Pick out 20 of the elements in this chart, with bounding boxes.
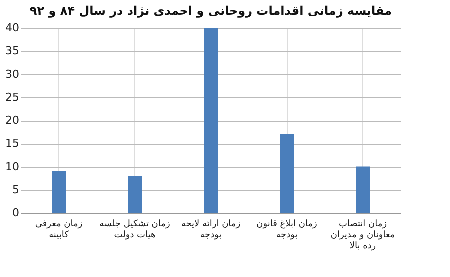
x-tick-label: زمان انتصاب معاونان و مدیران رده بالا <box>330 220 396 252</box>
y-tick-label: 0 <box>12 206 20 220</box>
y-tick-label: 5 <box>12 183 20 196</box>
y-tick-label: 10 <box>6 160 20 174</box>
bar <box>204 28 218 213</box>
y-tick-label: 40 <box>6 22 20 34</box>
y-tick-label: 35 <box>6 44 20 58</box>
bar <box>128 176 142 213</box>
y-tick-label: 25 <box>6 90 20 104</box>
x-tick-label: زمان ابلاغ قانون بودجه <box>256 220 318 240</box>
bar <box>52 171 66 213</box>
x-tick-label: زمان معرفی کابینه <box>35 220 83 240</box>
bar <box>356 166 370 213</box>
y-tick-label: 20 <box>6 114 20 127</box>
y-tick-label: 30 <box>6 68 20 81</box>
chart-title: مقایسه زمانی اقدامات روحانی و احمدی نژاد در سال ۸۴ و ۹۲ <box>30 4 392 18</box>
y-tick-label: 15 <box>6 137 20 150</box>
x-tick-label: زمان تشکیل جلسه هیات دولت <box>100 220 170 240</box>
x-tick-label: زمان ارائه لایحه بودجه <box>181 220 241 240</box>
bar <box>280 134 294 213</box>
